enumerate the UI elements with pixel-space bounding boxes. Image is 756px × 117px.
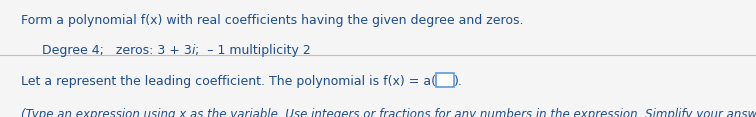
Text: Form a polynomial f(x) with real coefficients having the given degree and zeros.: Form a polynomial f(x) with real coeffic… (21, 14, 524, 27)
Text: Let a represent the leading coefficient. The polynomial is f(x) = a(: Let a represent the leading coefficient.… (21, 75, 436, 88)
Text: i: i (191, 44, 195, 57)
Text: Degree 4;   zeros: 3 + 3: Degree 4; zeros: 3 + 3 (42, 44, 191, 57)
Text: (Type an expression using x as the variable. Use integers or fractions for any n: (Type an expression using x as the varia… (21, 108, 756, 117)
Text: ;  – 1 multiplicity 2: ; – 1 multiplicity 2 (195, 44, 311, 57)
Text: ).: ). (454, 75, 463, 88)
